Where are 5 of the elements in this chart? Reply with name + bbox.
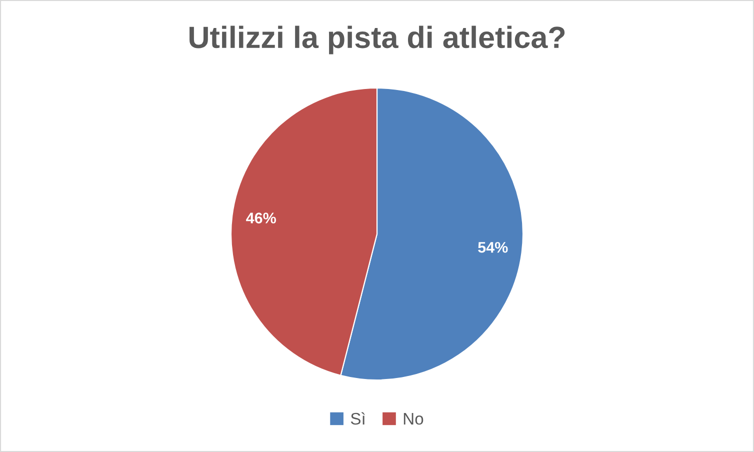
data-label: 54%: [478, 242, 508, 253]
legend-label: Sì: [350, 412, 365, 425]
data-label: 46%: [246, 212, 276, 224]
chart-title: Utilizzi la pista di atletica?: [190, 26, 565, 54]
legend-label: No: [404, 413, 424, 425]
